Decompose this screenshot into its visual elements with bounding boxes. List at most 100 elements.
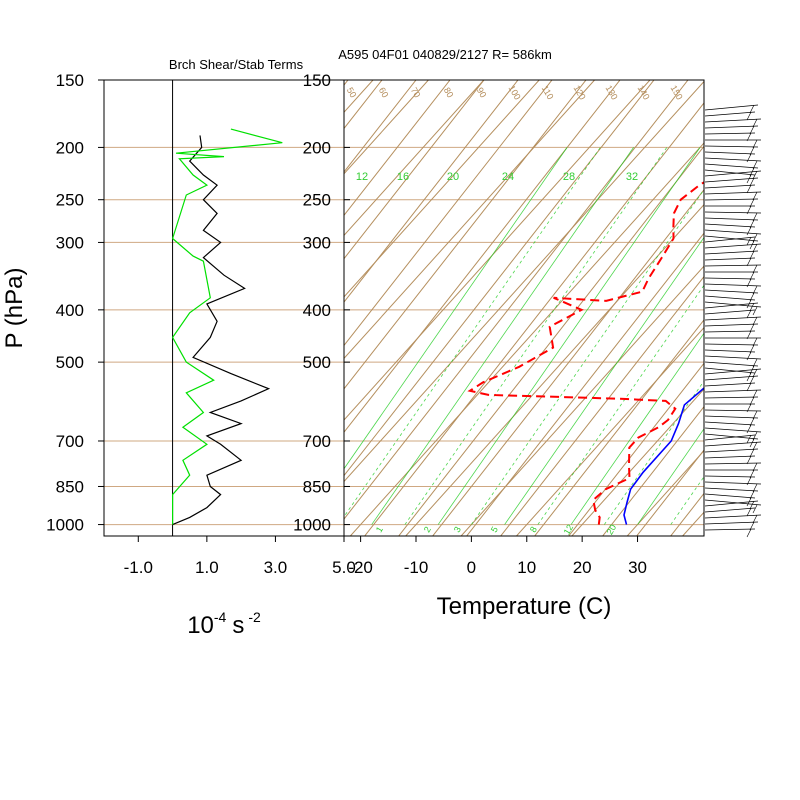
wind-barb bbox=[704, 132, 756, 135]
isentrope bbox=[602, 405, 704, 536]
wind-barb-flag bbox=[746, 382, 752, 392]
wind-barb bbox=[704, 349, 756, 353]
wind-barb bbox=[704, 111, 756, 117]
isentrope bbox=[344, 80, 655, 477]
wind-barb bbox=[704, 316, 762, 321]
wind-barb bbox=[704, 243, 762, 249]
wind-barb-flag bbox=[749, 240, 755, 250]
wind-barb-flag bbox=[746, 236, 752, 246]
wind-barb bbox=[704, 223, 756, 228]
left-panel-title: Brch Shear/Stab Terms bbox=[169, 57, 304, 72]
wind-barb-flag bbox=[752, 316, 758, 326]
wind-barb-flag bbox=[752, 243, 758, 253]
isotherm bbox=[516, 326, 704, 536]
wind-barb bbox=[704, 361, 759, 367]
wind-barb bbox=[704, 125, 759, 129]
wind-barb-flag bbox=[746, 226, 752, 236]
wind-barb-flag bbox=[749, 438, 755, 448]
wind-barb bbox=[704, 507, 756, 513]
left-x-tick-label: 1.0 bbox=[195, 558, 219, 577]
wind-barb-flag bbox=[749, 323, 755, 333]
wind-barb bbox=[704, 217, 759, 221]
mixing-ratio-label-bottom: 2 bbox=[422, 525, 433, 534]
skewt-y-tick-label: 400 bbox=[303, 301, 331, 320]
wind-barbs bbox=[704, 104, 762, 538]
wind-barb bbox=[704, 415, 759, 419]
mixing-ratio-label-top: 24 bbox=[502, 171, 514, 183]
shear-stability-panel: 150 200 250 300 400 500 700 850 1000 -1.0 1.0 3.0 5… bbox=[1, 71, 356, 639]
isopleth-label-top: 90 bbox=[475, 86, 489, 100]
isentrope bbox=[534, 319, 704, 536]
isentrope bbox=[500, 275, 704, 536]
wind-barb bbox=[704, 177, 759, 183]
wind-barb-flag bbox=[746, 309, 752, 319]
wind-barb bbox=[704, 462, 762, 465]
left-y-tick-label: 500 bbox=[56, 353, 84, 372]
wind-barb bbox=[704, 368, 762, 375]
wind-barb-flag bbox=[746, 434, 752, 444]
wind-barb bbox=[704, 309, 756, 315]
skewt-y-ticks: 150 200 250 300 400 500 700 850 1000 bbox=[293, 71, 350, 535]
skewt-series bbox=[467, 181, 704, 525]
mixing-ratio-line bbox=[437, 147, 701, 525]
wind-barb bbox=[704, 289, 759, 294]
mixing-ratio-line bbox=[371, 147, 634, 525]
mixing-ratio-line bbox=[344, 147, 601, 518]
left-x-axis-title-unit-exponent: -2 bbox=[248, 609, 261, 625]
right-panel-title: A595 04F01 040829/2127 R= 586km bbox=[338, 47, 552, 62]
isotherm bbox=[460, 265, 704, 536]
wind-barb-flag bbox=[746, 424, 752, 434]
left-x-tick-label: -1.0 bbox=[124, 558, 153, 577]
wind-barb-flag bbox=[749, 250, 755, 260]
left-y-tick-label: 300 bbox=[56, 233, 84, 252]
isentrope bbox=[344, 80, 621, 434]
skewt-y-tick-label: 1000 bbox=[293, 516, 331, 535]
left-x-axis-title: 10-4 s -2 bbox=[187, 609, 261, 639]
wind-barb-flag bbox=[746, 507, 752, 517]
wind-barb-flag bbox=[752, 504, 758, 514]
isotherm bbox=[344, 80, 651, 421]
wind-barb bbox=[704, 487, 759, 492]
skewt-x-tick-label: 10 bbox=[517, 558, 536, 577]
wind-barb bbox=[704, 521, 759, 525]
left-x-axis-title-unit: s bbox=[232, 612, 244, 639]
mixing-ratio-label-top: 16 bbox=[397, 171, 409, 183]
wind-barb bbox=[704, 104, 759, 111]
mixing-ratio-label-bottom: 8 bbox=[528, 525, 539, 534]
wind-barb-flag bbox=[749, 448, 755, 458]
wind-barb bbox=[704, 441, 762, 447]
skewt-y-tick-label: 200 bbox=[303, 138, 331, 157]
mixing-ratio-line bbox=[637, 428, 704, 525]
wind-barb bbox=[704, 434, 756, 441]
mixing-ratio-line bbox=[570, 332, 704, 525]
mixing-ratio-line bbox=[404, 147, 668, 525]
mixing-ratio-label-bottom: 1 bbox=[374, 525, 385, 534]
isotherm bbox=[344, 80, 704, 483]
wind-barb-flag bbox=[749, 177, 755, 187]
wind-barb bbox=[704, 302, 759, 309]
wind-barb bbox=[704, 481, 762, 485]
wind-barb bbox=[704, 421, 756, 426]
wind-barb bbox=[704, 229, 762, 235]
mixing-ratio-label-bottom: 20 bbox=[605, 523, 619, 537]
mixing-ratio-label-bottom: 5 bbox=[489, 525, 500, 534]
wind-barb-flag bbox=[746, 455, 752, 465]
skewt-x-tick-label: -20 bbox=[348, 558, 373, 577]
left-y-tick-label: 400 bbox=[56, 301, 84, 320]
wind-barb-flag bbox=[749, 104, 755, 114]
wind-barb-flag bbox=[752, 170, 758, 180]
isentrope bbox=[568, 362, 704, 536]
wind-barb bbox=[704, 191, 762, 195]
wind-barb bbox=[704, 301, 762, 308]
dewpoint-line bbox=[467, 181, 704, 525]
wind-barb-flag bbox=[752, 514, 758, 524]
left-y-tick-label: 1000 bbox=[46, 516, 84, 535]
isentrope bbox=[466, 232, 704, 536]
wind-barb bbox=[704, 323, 759, 327]
wind-barb bbox=[704, 389, 762, 393]
isentrope bbox=[398, 145, 704, 536]
skewt-x-tick-label: -10 bbox=[404, 558, 429, 577]
wind-barb bbox=[704, 151, 756, 155]
wind-barb bbox=[704, 455, 756, 459]
